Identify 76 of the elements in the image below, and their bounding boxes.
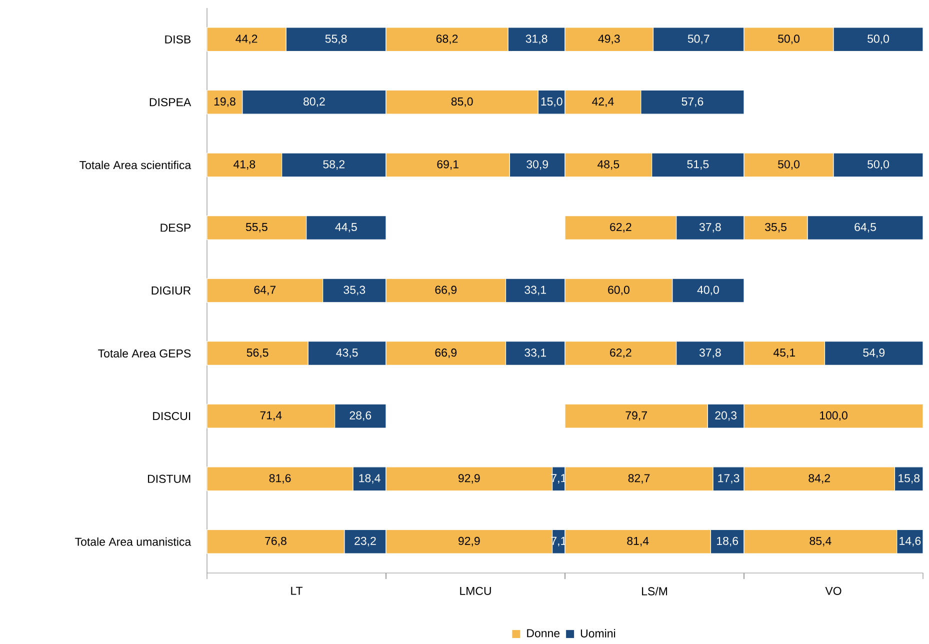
data-label: 44,2 bbox=[236, 34, 258, 44]
data-label: 18,4 bbox=[359, 474, 380, 484]
data-label: 69,1 bbox=[437, 160, 458, 170]
data-label: 54,9 bbox=[863, 348, 885, 358]
data-label: 35,3 bbox=[344, 286, 366, 296]
data-label: 76,8 bbox=[265, 536, 286, 546]
data-label: 80,2 bbox=[304, 97, 325, 107]
data-label: 45,1 bbox=[773, 348, 795, 358]
data-label: 50,0 bbox=[868, 160, 890, 170]
data-label: 28,6 bbox=[350, 411, 372, 421]
data-label: 40,0 bbox=[697, 286, 719, 296]
data-label: 60,0 bbox=[608, 286, 630, 296]
data-label: 30,9 bbox=[526, 160, 548, 170]
data-label: 64,7 bbox=[254, 286, 276, 296]
data-label: 64,5 bbox=[854, 222, 876, 232]
data-label: 19,8 bbox=[214, 97, 236, 107]
y-tick-label: DISB bbox=[165, 35, 191, 44]
data-label: 23,2 bbox=[354, 536, 376, 546]
data-label: 57,6 bbox=[682, 97, 704, 107]
data-label: 37,8 bbox=[699, 348, 721, 358]
data-label: 62,2 bbox=[610, 222, 632, 232]
x-axis-title: LMCU bbox=[460, 586, 491, 596]
data-label: 33,1 bbox=[524, 348, 546, 358]
data-label: 92,9 bbox=[458, 474, 480, 484]
data-label: 82,7 bbox=[628, 474, 650, 484]
data-label: 81,6 bbox=[269, 474, 291, 484]
data-label: 15,0 bbox=[541, 97, 562, 107]
y-tick-label: Totale Area GEPS bbox=[98, 349, 191, 358]
x-axis-title: VO bbox=[825, 586, 842, 596]
data-label: 44,5 bbox=[335, 223, 357, 232]
y-tick-label: DIGIUR bbox=[152, 286, 191, 295]
x-axis-title: LT bbox=[291, 586, 303, 595]
data-label: 50,0 bbox=[778, 160, 800, 170]
data-label: 48,5 bbox=[597, 160, 620, 170]
data-label: 55,8 bbox=[325, 34, 347, 44]
y-tick-label: Totale Area scientifica bbox=[80, 160, 192, 170]
data-label: 43,5 bbox=[336, 348, 358, 358]
data-label: 81,4 bbox=[627, 536, 649, 546]
data-label: 35,5 bbox=[765, 222, 786, 232]
data-label: 58,2 bbox=[323, 160, 345, 170]
data-label: 37,8 bbox=[699, 222, 721, 232]
y-tick-label: Totale Area umanistica bbox=[75, 537, 192, 546]
y-tick-label: DESP bbox=[160, 224, 191, 232]
data-label: 51,5 bbox=[687, 160, 709, 170]
data-label: 100,0 bbox=[820, 411, 848, 421]
data-label: 79,7 bbox=[626, 411, 647, 421]
data-label: 14,6 bbox=[900, 536, 921, 546]
data-label: 33,1 bbox=[524, 286, 546, 296]
data-label: 55,5 bbox=[246, 223, 268, 232]
y-tick-label: DISCUI bbox=[153, 412, 190, 420]
legend-label: Donne bbox=[527, 629, 560, 638]
data-label: 50,0 bbox=[778, 34, 800, 44]
data-label: 84,2 bbox=[808, 474, 830, 484]
data-label: 62,2 bbox=[610, 348, 632, 358]
data-label: 56,5 bbox=[246, 348, 268, 358]
data-label: 66,9 bbox=[435, 286, 457, 296]
data-label: 18,6 bbox=[717, 536, 738, 546]
data-label: 49,3 bbox=[598, 34, 620, 44]
data-label: 71,4 bbox=[260, 411, 282, 421]
legend-label: Uomini bbox=[580, 629, 616, 638]
data-label: 20,3 bbox=[715, 411, 737, 421]
data-label: 68,2 bbox=[436, 34, 458, 44]
data-label: 85,0 bbox=[451, 97, 473, 107]
data-label: 50,0 bbox=[868, 34, 890, 44]
y-tick-label: DISTUM bbox=[148, 474, 190, 483]
data-label: 41,8 bbox=[233, 160, 256, 170]
data-label: 92,9 bbox=[458, 536, 480, 546]
y-tick-label: DISPEA bbox=[150, 98, 192, 106]
data-label: 15,8 bbox=[898, 474, 920, 484]
data-label: 42,4 bbox=[592, 97, 614, 107]
data-label: 31,8 bbox=[526, 34, 548, 44]
data-label: 85,4 bbox=[810, 536, 832, 546]
x-axis-title: LS/M bbox=[642, 586, 667, 596]
data-label: 50,7 bbox=[688, 34, 710, 44]
data-label: 17,3 bbox=[718, 474, 740, 484]
data-label: 66,9 bbox=[435, 348, 457, 358]
